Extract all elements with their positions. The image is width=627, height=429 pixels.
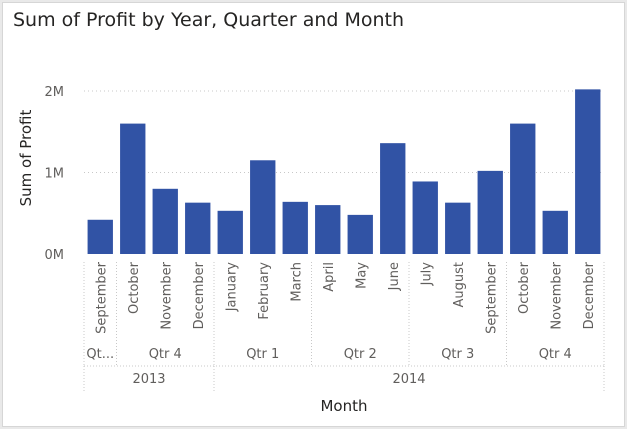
- y-axis-label: Sum of Profit: [17, 110, 35, 207]
- bar: [120, 123, 146, 254]
- bar: [315, 205, 341, 254]
- year-label: 2014: [392, 372, 425, 387]
- bar: [477, 170, 503, 254]
- bar: [347, 214, 373, 254]
- bar: [217, 210, 243, 254]
- bar: [575, 89, 601, 255]
- x-tick-label: September: [484, 261, 499, 334]
- x-tick-label: September: [94, 261, 109, 334]
- bar: [542, 210, 568, 254]
- quarter-label: Qtr 4: [539, 347, 572, 362]
- y-tick-label: 0M: [45, 248, 65, 263]
- bar: [185, 202, 211, 254]
- y-tick-label: 2M: [45, 85, 65, 100]
- y-axis-ticks: 0M 1M 2M: [45, 85, 65, 263]
- x-tick-label: July: [419, 262, 434, 287]
- y-tick-label: 1M: [45, 167, 65, 182]
- bar: [412, 181, 438, 254]
- x-tick-label: October: [517, 261, 532, 314]
- x-tick-label: May: [354, 262, 369, 289]
- bar: [380, 143, 406, 254]
- x-tick-label: January: [224, 262, 239, 313]
- chart-title: Sum of Profit by Year, Quarter and Month: [13, 9, 405, 31]
- bar: [510, 123, 536, 254]
- gridlines: [84, 90, 604, 173]
- bar: [250, 160, 276, 254]
- quarter-label: Qtr 3: [441, 347, 474, 362]
- x-tick-label: November: [549, 261, 564, 329]
- x-tick-label: June: [387, 262, 402, 291]
- year-label: 2013: [132, 372, 165, 387]
- quarter-label: Qtr 2: [344, 347, 377, 362]
- x-axis-quarter-labels: Qt... Qtr 4 Qtr 1 Qtr 2 Qtr 3 Qtr 4: [83, 262, 605, 366]
- x-tick-label: October: [127, 261, 142, 314]
- quarter-label: Qtr 4: [149, 347, 182, 362]
- x-tick-label: November: [159, 261, 174, 329]
- x-tick-label: December: [192, 261, 207, 329]
- bar: [152, 188, 178, 254]
- x-tick-label: March: [289, 262, 304, 302]
- bar: [445, 202, 471, 254]
- quarter-label: Qtr 1: [246, 347, 279, 362]
- bar: [87, 219, 113, 254]
- x-axis-month-labels: September October November December January F…: [94, 261, 597, 334]
- x-axis-year-labels: 2013 2014: [83, 365, 605, 392]
- x-axis-label: Month: [320, 397, 367, 415]
- x-tick-label: April: [322, 262, 337, 292]
- x-tick-label: August: [452, 262, 467, 308]
- quarter-label: Qt...: [86, 347, 114, 362]
- x-tick-label: December: [582, 261, 597, 329]
- bars: [87, 89, 601, 255]
- bar: [282, 201, 308, 254]
- x-tick-label: February: [257, 262, 272, 320]
